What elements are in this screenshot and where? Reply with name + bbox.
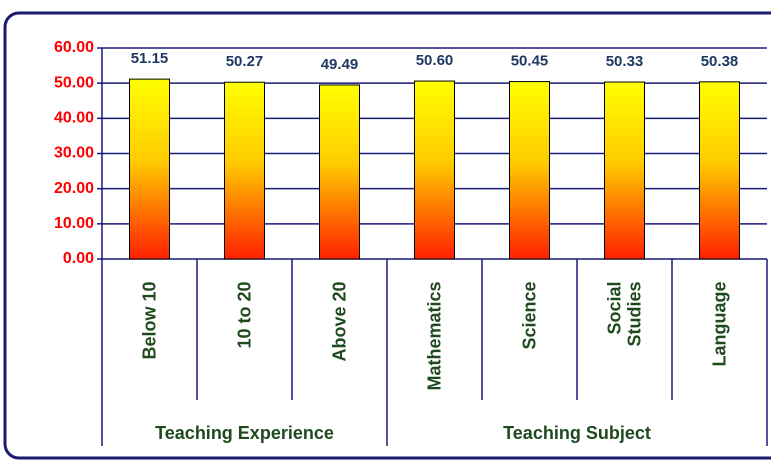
category-label: Below 10: [139, 281, 160, 360]
group-label: Teaching Subject: [503, 423, 651, 443]
value-label: 50.38: [701, 53, 739, 70]
y-tick-label: 0.00: [63, 250, 94, 267]
bar: [224, 81, 265, 260]
bar: [319, 84, 360, 260]
value-label: 50.27: [226, 53, 264, 70]
category-label: Language: [709, 281, 730, 367]
value-label: 51.15: [131, 50, 169, 67]
chart-frame: [3, 11, 771, 460]
bar: [129, 78, 170, 260]
y-tick-label: 40.00: [54, 110, 94, 127]
category-label: Social Studies: [604, 281, 645, 347]
y-tick-label: 30.00: [54, 145, 94, 162]
bar: [509, 81, 550, 260]
y-tick-label: 50.00: [54, 74, 94, 91]
y-tick-label: 10.00: [54, 215, 94, 232]
y-tick-label: 60.00: [54, 39, 94, 56]
category-label: Mathematics: [424, 281, 445, 391]
bar: [604, 81, 645, 260]
y-tick-label: 20.00: [54, 180, 94, 197]
value-label: 49.49: [321, 56, 359, 73]
category-label: Science: [519, 281, 540, 350]
bar: [699, 81, 740, 260]
group-label: Teaching Experience: [155, 423, 334, 443]
category-label: Above 20: [329, 281, 350, 362]
category-label: 10 to 20: [234, 281, 255, 349]
value-label: 50.33: [606, 53, 644, 70]
value-label: 50.60: [416, 52, 454, 69]
value-label: 50.45: [511, 53, 549, 70]
bar: [414, 80, 455, 260]
